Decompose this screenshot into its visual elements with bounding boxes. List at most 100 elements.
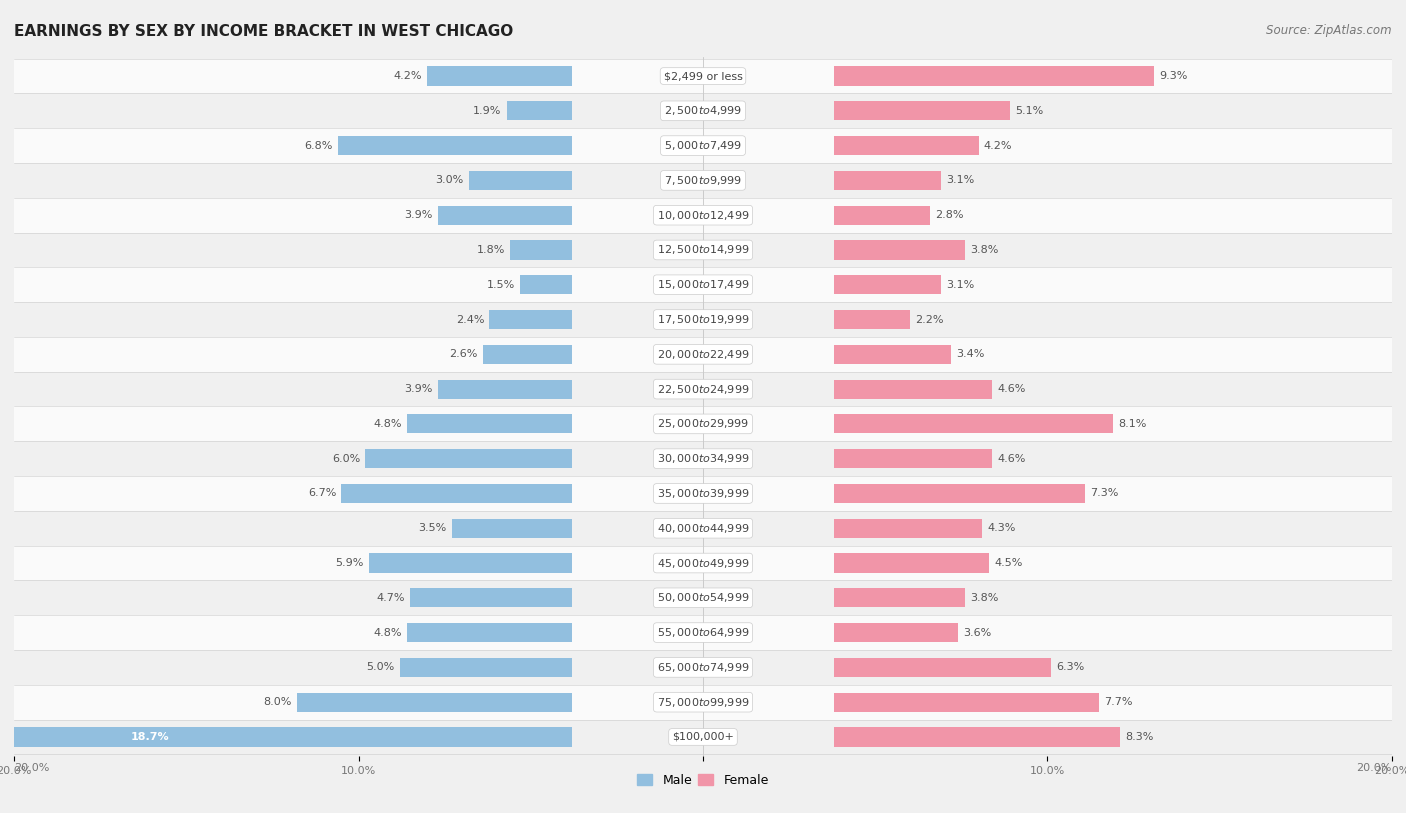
Text: 3.8%: 3.8%	[970, 593, 998, 602]
Bar	[834, 623, 957, 642]
Text: 3.1%: 3.1%	[946, 280, 974, 289]
Text: 1.9%: 1.9%	[472, 106, 502, 115]
Bar	[834, 380, 993, 398]
Bar	[427, 67, 572, 85]
Bar	[834, 484, 1085, 503]
Bar	[366, 449, 572, 468]
Text: 7.7%: 7.7%	[1104, 698, 1133, 707]
Bar	[337, 136, 572, 155]
Text: 4.2%: 4.2%	[394, 71, 422, 81]
Bar	[437, 380, 572, 398]
Text: 4.7%: 4.7%	[377, 593, 405, 602]
Bar	[834, 345, 950, 364]
Bar	[14, 650, 1392, 685]
Bar	[489, 310, 572, 329]
Text: 1.8%: 1.8%	[477, 245, 505, 255]
Text: 6.7%: 6.7%	[308, 489, 336, 498]
Bar	[14, 302, 1392, 337]
Text: 1.5%: 1.5%	[486, 280, 515, 289]
Bar	[834, 728, 1119, 746]
Bar	[451, 519, 572, 538]
Bar	[14, 685, 1392, 720]
Bar	[411, 589, 572, 607]
Text: 3.1%: 3.1%	[946, 176, 974, 185]
Bar	[14, 59, 1392, 93]
Text: 6.0%: 6.0%	[332, 454, 360, 463]
Text: $10,000 to $12,499: $10,000 to $12,499	[657, 209, 749, 222]
Bar	[14, 233, 1392, 267]
Text: $100,000+: $100,000+	[672, 732, 734, 742]
Text: $5,000 to $7,499: $5,000 to $7,499	[664, 139, 742, 152]
Bar	[834, 171, 941, 190]
Text: $22,500 to $24,999: $22,500 to $24,999	[657, 383, 749, 396]
Text: $17,500 to $19,999: $17,500 to $19,999	[657, 313, 749, 326]
Text: 2.6%: 2.6%	[449, 350, 478, 359]
Bar	[14, 511, 1392, 546]
Text: 8.1%: 8.1%	[1118, 419, 1146, 429]
Bar	[506, 102, 572, 120]
Text: 5.9%: 5.9%	[335, 558, 364, 568]
Bar	[834, 310, 910, 329]
Text: 3.9%: 3.9%	[404, 384, 433, 394]
Text: 6.8%: 6.8%	[304, 141, 333, 150]
Text: $7,500 to $9,999: $7,500 to $9,999	[664, 174, 742, 187]
Text: 4.8%: 4.8%	[373, 628, 402, 637]
Bar	[368, 554, 572, 572]
Bar	[406, 415, 572, 433]
Bar	[14, 720, 1392, 754]
Text: 4.6%: 4.6%	[997, 384, 1026, 394]
Text: 2.8%: 2.8%	[935, 211, 965, 220]
Text: $30,000 to $34,999: $30,000 to $34,999	[657, 452, 749, 465]
Bar	[14, 93, 1392, 128]
Text: 4.2%: 4.2%	[984, 141, 1012, 150]
Bar	[834, 136, 979, 155]
Text: 18.7%: 18.7%	[131, 732, 170, 742]
Text: 3.0%: 3.0%	[436, 176, 464, 185]
Text: $50,000 to $54,999: $50,000 to $54,999	[657, 591, 749, 604]
Bar	[342, 484, 572, 503]
Text: Source: ZipAtlas.com: Source: ZipAtlas.com	[1267, 24, 1392, 37]
Bar	[437, 206, 572, 224]
Bar	[406, 623, 572, 642]
Text: $75,000 to $99,999: $75,000 to $99,999	[657, 696, 749, 709]
Bar	[14, 441, 1392, 476]
Bar	[14, 128, 1392, 163]
Text: $25,000 to $29,999: $25,000 to $29,999	[657, 417, 749, 430]
Bar	[834, 67, 1154, 85]
Text: $15,000 to $17,499: $15,000 to $17,499	[657, 278, 749, 291]
Bar	[468, 171, 572, 190]
Text: $65,000 to $74,999: $65,000 to $74,999	[657, 661, 749, 674]
Text: $2,500 to $4,999: $2,500 to $4,999	[664, 104, 742, 117]
Bar	[834, 519, 981, 538]
Bar	[834, 102, 1010, 120]
Bar	[399, 658, 572, 677]
Bar	[834, 241, 965, 259]
Bar	[520, 275, 572, 294]
Bar	[14, 580, 1392, 615]
Text: 4.8%: 4.8%	[373, 419, 402, 429]
Text: 8.3%: 8.3%	[1125, 732, 1153, 742]
Bar	[14, 267, 1392, 302]
Text: 20.0%: 20.0%	[14, 763, 49, 773]
Text: 3.4%: 3.4%	[956, 350, 984, 359]
Legend: Male, Female: Male, Female	[633, 769, 773, 792]
Text: 4.6%: 4.6%	[997, 454, 1026, 463]
Text: 9.3%: 9.3%	[1160, 71, 1188, 81]
Text: 6.3%: 6.3%	[1056, 663, 1084, 672]
Bar	[834, 415, 1114, 433]
Text: 2.2%: 2.2%	[915, 315, 943, 324]
Text: 5.0%: 5.0%	[367, 663, 395, 672]
Bar	[834, 554, 988, 572]
Bar	[14, 406, 1392, 441]
Bar	[14, 615, 1392, 650]
Text: 4.3%: 4.3%	[987, 524, 1015, 533]
Text: 3.9%: 3.9%	[404, 211, 433, 220]
Bar	[297, 693, 572, 711]
Text: 4.5%: 4.5%	[994, 558, 1022, 568]
Bar	[14, 372, 1392, 406]
Text: $40,000 to $44,999: $40,000 to $44,999	[657, 522, 749, 535]
Bar	[834, 449, 993, 468]
Bar	[834, 206, 931, 224]
Text: $20,000 to $22,499: $20,000 to $22,499	[657, 348, 749, 361]
Bar	[834, 589, 965, 607]
